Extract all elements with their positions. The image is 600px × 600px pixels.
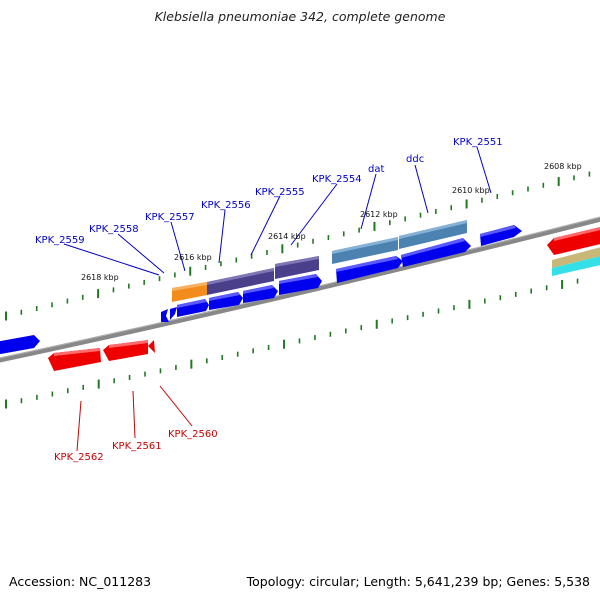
genome-backbone <box>0 216 600 363</box>
kbp-label: 2612 kbp <box>360 210 398 219</box>
gene-label-forward[interactable]: KPK_2557 <box>145 212 195 223</box>
forward-gene-arrow[interactable] <box>401 238 471 267</box>
gene-label-forward[interactable]: ddc <box>406 154 424 165</box>
reverse-gene-arrow[interactable] <box>547 226 600 255</box>
reverse-gene-highlight <box>554 227 600 241</box>
tick-row-outer <box>5 171 591 321</box>
gene-label-forward[interactable]: KPK_2551 <box>453 137 503 148</box>
tick-row-inner <box>5 278 579 409</box>
forward-strand-genes <box>0 225 522 355</box>
gene-label-reverse[interactable]: KPK_2560 <box>168 429 218 440</box>
map-title: Klebsiella pneumoniae 342, complete geno… <box>154 9 446 24</box>
cds-bar-steelblue-2-shade <box>399 220 467 239</box>
cds-bar-purple-2[interactable] <box>275 256 319 279</box>
kbp-label: 2610 kbp <box>452 186 490 195</box>
forward-gene-highlight <box>243 285 274 294</box>
forward-gene-highlight <box>209 292 240 301</box>
kbp-label: 2618 kbp <box>81 273 119 282</box>
cds-bar-purple-1-shade <box>207 268 274 285</box>
gene-label-reverse[interactable]: KPK_2562 <box>54 452 104 463</box>
kbp-label: 2614 kbp <box>268 232 306 241</box>
gene-label-forward[interactable]: KPK_2556 <box>201 200 251 211</box>
gene-label-forward[interactable]: KPK_2559 <box>35 235 85 246</box>
reverse-gene-highlight <box>109 340 148 348</box>
forward-gene-highlight <box>336 256 398 272</box>
cds-feature-track <box>172 220 467 302</box>
forward-gene-highlight <box>480 225 516 237</box>
reverse-leader-lines <box>76 385 193 452</box>
cyan-feature-band[interactable] <box>552 255 600 276</box>
cds-bar-purple-1[interactable] <box>207 268 274 295</box>
accession-text: Accession: NC_011283 <box>9 574 152 589</box>
cds-bar-steelblue-2[interactable] <box>399 220 467 249</box>
forward-gene-arrow[interactable] <box>170 307 177 320</box>
tan-feature-band[interactable] <box>552 246 600 268</box>
cds-bar-steelblue-1[interactable] <box>332 237 398 264</box>
kbp-label: 2616 kbp <box>174 253 212 262</box>
gene-label-forward[interactable]: KPK_2554 <box>312 174 362 185</box>
cds-bar-orange-shade <box>172 282 207 291</box>
cds-bar-purple-2-shade <box>275 256 319 267</box>
reverse-gene-arrow[interactable] <box>148 340 155 353</box>
forward-gene-arrow[interactable] <box>480 225 522 246</box>
gene-label-reverse[interactable]: KPK_2561 <box>112 441 162 452</box>
cds-bar-steelblue-1-shade <box>332 237 398 254</box>
gene-label-forward[interactable]: dat <box>368 164 384 175</box>
gene-label-forward[interactable]: KPK_2558 <box>89 224 139 235</box>
forward-gene-highlight <box>401 238 465 258</box>
forward-gene-arrow[interactable] <box>0 335 40 355</box>
reverse-gene-highlight <box>54 348 100 356</box>
topology-summary: Topology: circular; Length: 5,641,239 bp… <box>246 574 590 589</box>
genome-backbone-highlight <box>0 216 600 359</box>
forward-leader-lines <box>63 146 492 276</box>
forward-gene-highlight <box>279 274 318 284</box>
kbp-label: 2608 kbp <box>544 162 582 171</box>
reverse-strand-genes <box>48 226 600 371</box>
forward-gene-arrow[interactable] <box>336 256 403 283</box>
forward-gene-arrow[interactable] <box>161 309 169 322</box>
gene-label-forward[interactable]: KPK_2555 <box>255 187 305 198</box>
forward-gene-highlight <box>177 299 207 308</box>
